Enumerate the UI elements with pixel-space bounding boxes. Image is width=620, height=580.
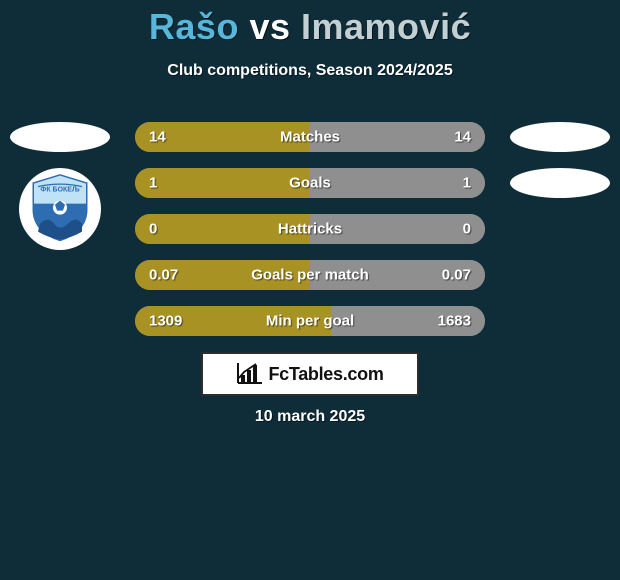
stat-value-left: 14	[149, 129, 166, 146]
stat-label: Goals	[289, 175, 331, 192]
stat-value-right: 0.07	[442, 267, 471, 284]
stat-label: Hattricks	[278, 221, 342, 238]
svg-text:ФК БОКЕЉ: ФК БОКЕЉ	[40, 187, 80, 194]
right-avatar-column	[500, 120, 620, 214]
player1-name: Rašo	[149, 6, 239, 47]
stat-value-right: 1683	[438, 313, 471, 330]
brand-box[interactable]: FcTables.com	[201, 352, 419, 396]
stat-fill-left	[135, 168, 310, 198]
bar-chart-icon	[236, 363, 262, 385]
brand-domain: .com	[343, 364, 384, 384]
brand-name: FcTables	[268, 364, 342, 384]
player2-club-placeholder	[510, 168, 610, 198]
stat-row: 1309 Min per goal 1683	[135, 306, 485, 336]
stat-fill-right	[310, 168, 485, 198]
player2-name: Imamović	[301, 6, 471, 47]
stat-row: 0 Hattricks 0	[135, 214, 485, 244]
stat-row: 0.07 Goals per match 0.07	[135, 260, 485, 290]
player1-photo-placeholder	[10, 122, 110, 152]
stat-value-left: 0.07	[149, 267, 178, 284]
subtitle: Club competitions, Season 2024/2025	[0, 62, 620, 80]
stat-label: Goals per match	[251, 267, 369, 284]
stat-value-left: 0	[149, 221, 157, 238]
brand-text: FcTables.com	[268, 364, 383, 385]
player1-club-badge: ФК БОКЕЉ	[19, 168, 101, 250]
player2-photo-placeholder	[510, 122, 610, 152]
club-shield-icon: ФК БОКЕЉ	[28, 174, 92, 242]
stat-row: 14 Matches 14	[135, 122, 485, 152]
stat-label: Matches	[280, 129, 340, 146]
vs-text: vs	[249, 6, 290, 47]
page-title: Rašo vs Imamović	[0, 0, 620, 48]
stat-value-left: 1	[149, 175, 157, 192]
stat-label: Min per goal	[266, 313, 354, 330]
stats-panel: 14 Matches 14 1 Goals 1 0 Hattricks 0 0.07 Goals p…	[135, 122, 485, 352]
stat-value-right: 0	[463, 221, 471, 238]
stat-value-right: 14	[454, 129, 471, 146]
stat-value-left: 1309	[149, 313, 182, 330]
stat-value-right: 1	[463, 175, 471, 192]
left-avatar-column: ФК БОКЕЉ	[0, 120, 120, 252]
stat-row: 1 Goals 1	[135, 168, 485, 198]
date-text: 10 march 2025	[0, 408, 620, 426]
